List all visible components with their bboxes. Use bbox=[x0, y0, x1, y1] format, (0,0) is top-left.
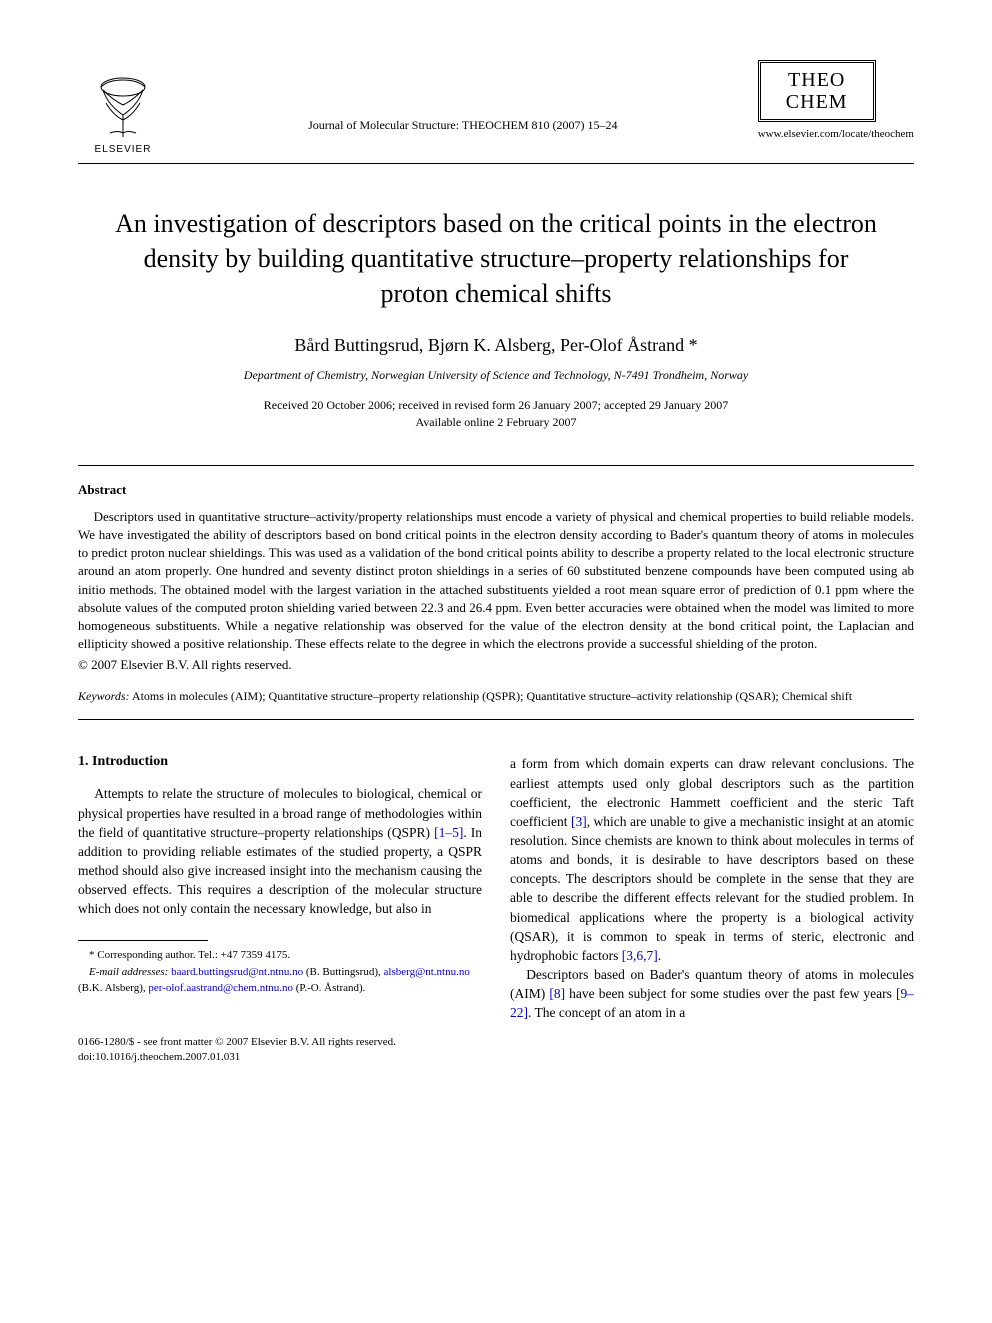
intro-right-para-2: Descriptors based on Bader's quantum the… bbox=[510, 965, 914, 1022]
keywords-text: Atoms in molecules (AIM); Quantitative s… bbox=[130, 689, 853, 703]
page-container: ELSEVIER Journal of Molecular Structure:… bbox=[0, 0, 992, 1105]
ref-link-8[interactable]: [8] bbox=[549, 986, 565, 1001]
ref-link-1-5[interactable]: [1–5] bbox=[434, 825, 463, 840]
intro-right-text-4: have been subject for some studies over … bbox=[565, 986, 896, 1001]
footer-right-spacer bbox=[510, 1035, 914, 1066]
left-column: 1. Introduction Attempts to relate the s… bbox=[78, 754, 482, 1022]
email-2[interactable]: alsberg@nt.ntnu.no bbox=[384, 966, 470, 978]
article-authors: Bård Buttingsrud, Bjørn K. Alsberg, Per-… bbox=[78, 335, 914, 356]
footer-left: 0166-1280/$ - see front matter © 2007 El… bbox=[78, 1035, 482, 1066]
right-column: a form from which domain experts can dra… bbox=[510, 754, 914, 1022]
email-3[interactable]: per-olof.aastrand@chem.ntnu.no bbox=[148, 982, 293, 994]
journal-brand-box: THEO CHEM bbox=[758, 60, 876, 122]
header-divider bbox=[78, 163, 914, 164]
issn-line: 0166-1280/$ - see front matter © 2007 El… bbox=[78, 1035, 482, 1050]
article-affiliation: Department of Chemistry, Norwegian Unive… bbox=[78, 368, 914, 383]
abstract-heading: Abstract bbox=[78, 482, 914, 498]
email-name-2: (B.K. Alsberg), bbox=[78, 982, 148, 994]
journal-citation: Journal of Molecular Structure: THEOCHEM… bbox=[168, 60, 758, 133]
dates-available: Available online 2 February 2007 bbox=[415, 415, 576, 429]
corresponding-author: * Corresponding author. Tel.: +47 7359 4… bbox=[78, 947, 482, 964]
intro-right-text-2: , which are unable to give a mechanistic… bbox=[510, 814, 914, 963]
ref-link-3[interactable]: [3] bbox=[571, 814, 587, 829]
doi-line: doi:10.1016/j.theochem.2007.01.031 bbox=[78, 1050, 482, 1065]
body-columns: 1. Introduction Attempts to relate the s… bbox=[78, 754, 914, 1022]
journal-website: www.elsevier.com/locate/theochem bbox=[758, 128, 914, 140]
journal-brand-line2: CHEM bbox=[771, 91, 863, 113]
publisher-name: ELSEVIER bbox=[95, 144, 152, 155]
article-dates: Received 20 October 2006; received in re… bbox=[78, 397, 914, 431]
email-label: E-mail addresses: bbox=[89, 966, 168, 978]
keywords-block: Keywords: Atoms in molecules (AIM); Quan… bbox=[78, 687, 914, 705]
intro-left-text-1: Attempts to relate the structure of mole… bbox=[78, 786, 482, 839]
elsevier-tree-icon bbox=[88, 75, 158, 140]
footnote-block: * Corresponding author. Tel.: +47 7359 4… bbox=[78, 947, 482, 997]
article-title: An investigation of descriptors based on… bbox=[108, 206, 884, 311]
email-name-3: (P.-O. Åstrand). bbox=[293, 982, 365, 994]
page-footer: 0166-1280/$ - see front matter © 2007 El… bbox=[78, 1035, 914, 1066]
intro-right-para-1: a form from which domain experts can dra… bbox=[510, 754, 914, 965]
abstract-bottom-divider bbox=[78, 719, 914, 720]
dates-received: Received 20 October 2006; received in re… bbox=[264, 398, 729, 412]
header: ELSEVIER Journal of Molecular Structure:… bbox=[78, 60, 914, 155]
ref-link-367[interactable]: [3,6,7] bbox=[622, 948, 658, 963]
footnote-divider bbox=[78, 940, 208, 941]
abstract-top-divider bbox=[78, 465, 914, 466]
intro-heading: 1. Introduction bbox=[78, 754, 482, 770]
abstract-body: Descriptors used in quantitative structu… bbox=[78, 508, 914, 654]
email-addresses: E-mail addresses: baard.buttingsrud@nt.n… bbox=[78, 964, 482, 997]
journal-brand-line1: THEO bbox=[771, 69, 863, 91]
intro-right-text-5: . The concept of an atom in a bbox=[528, 1005, 685, 1020]
email-1[interactable]: baard.buttingsrud@nt.ntnu.no bbox=[171, 966, 303, 978]
journal-brand-block: THEO CHEM www.elsevier.com/locate/theoch… bbox=[758, 60, 914, 140]
abstract-copyright: © 2007 Elsevier B.V. All rights reserved… bbox=[78, 657, 914, 673]
keywords-label: Keywords: bbox=[78, 689, 130, 703]
email-name-1: (B. Buttingsrud), bbox=[303, 966, 383, 978]
period-1: . bbox=[658, 948, 661, 963]
intro-left-para: Attempts to relate the structure of mole… bbox=[78, 784, 482, 918]
publisher-logo-block: ELSEVIER bbox=[78, 60, 168, 155]
